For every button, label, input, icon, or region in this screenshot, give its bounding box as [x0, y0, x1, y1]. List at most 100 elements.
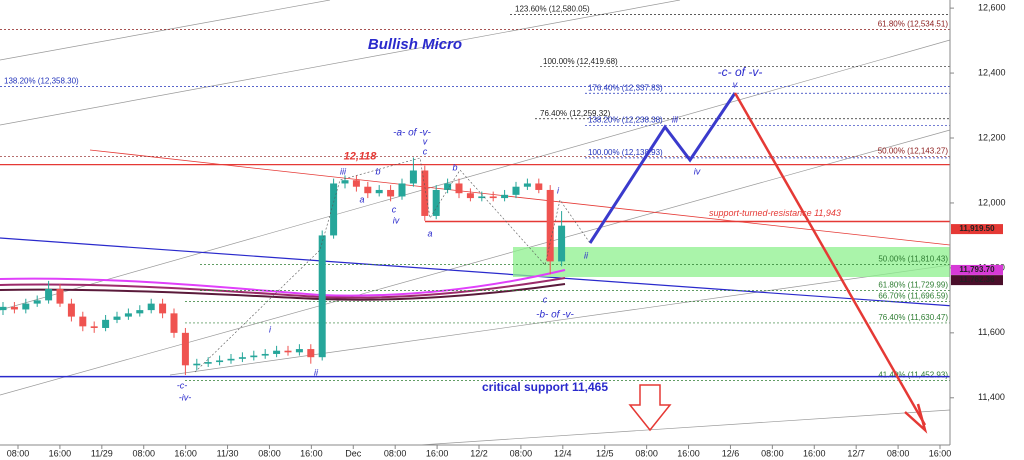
- candle-body: [364, 186, 372, 194]
- candle-body: [478, 196, 486, 199]
- price-tag-label: 11,762.36: [959, 275, 995, 284]
- fib-label: 50.00% (12,143.27): [878, 147, 949, 156]
- x-tick-label: 08:00: [887, 448, 910, 458]
- x-tick-label: 16:00: [300, 448, 323, 458]
- x-tick-label: Dec: [345, 448, 362, 458]
- candle-body: [546, 189, 554, 262]
- x-tick-label: 16:00: [677, 448, 700, 458]
- x-tick-label: 08:00: [7, 448, 30, 458]
- candle-body: [0, 306, 7, 311]
- arrow-head: [904, 403, 928, 434]
- candle-body: [204, 362, 212, 364]
- wave-label: -a- of -v-: [393, 128, 431, 139]
- fib-label: 138.20% (12,358.30): [4, 77, 79, 86]
- candle-body: [56, 289, 64, 304]
- fib-label: 176.40% (12,337.83): [588, 83, 663, 92]
- y-tick-label: 11,400: [978, 392, 1005, 402]
- x-tick-label: 12/6: [722, 448, 740, 458]
- wave-label: v: [423, 136, 428, 146]
- candle-body: [330, 183, 338, 236]
- candle-body: [284, 350, 292, 353]
- fib-label: 123.60% (12,580.05): [515, 5, 590, 14]
- x-tick-label: 12/2: [470, 448, 488, 458]
- resistance-label: support-turned-resistance 11,943: [709, 208, 841, 218]
- candle-body: [147, 303, 155, 311]
- x-tick-label: 08:00: [510, 448, 533, 458]
- wave-label: c: [543, 294, 548, 304]
- candle-body: [170, 313, 178, 333]
- fib-label: 76.40% (12,259.32): [540, 109, 611, 118]
- x-tick-label: 16:00: [426, 448, 449, 458]
- x-tick-label: 11/30: [217, 448, 239, 458]
- price-tag: [951, 264, 1003, 275]
- candle-body: [250, 355, 258, 358]
- candle-body: [512, 186, 520, 195]
- support-zone: [513, 247, 950, 277]
- wave-label: c: [423, 146, 428, 156]
- y-tick-label: 12,000: [978, 197, 1006, 207]
- y-tick-label: 12,200: [978, 132, 1006, 142]
- wave-label: iv: [694, 166, 701, 176]
- fib-label: 61.80% (12,534.51): [878, 19, 949, 28]
- wave-label: ii: [314, 367, 319, 377]
- candle-body: [558, 225, 566, 262]
- x-tick-label: 16:00: [174, 448, 197, 458]
- y-tick-label: 12,400: [978, 67, 1006, 77]
- candles: [0, 157, 566, 376]
- x-tick-label: 11/29: [91, 448, 113, 458]
- candle-body: [398, 183, 406, 197]
- candle-body: [193, 363, 201, 366]
- wave-label: i: [269, 324, 272, 334]
- wave-label: a: [359, 194, 364, 204]
- wave-label: iii: [672, 114, 679, 124]
- price-tag: [951, 224, 1003, 235]
- wave-label: i: [557, 185, 560, 195]
- x-tick-label: 08:00: [635, 448, 658, 458]
- wave-label: iv: [393, 215, 400, 225]
- price-tag-label: 11,793.70: [959, 265, 995, 274]
- fib-label: 76.40% (11,630.47): [878, 313, 948, 322]
- x-tick-label: 08:00: [761, 448, 784, 458]
- candle-body: [409, 170, 417, 184]
- candle-body: [421, 170, 429, 216]
- candle-body: [124, 313, 132, 317]
- candle-body: [273, 350, 281, 354]
- x-tick-label: 12/7: [847, 448, 865, 458]
- candle-body: [501, 194, 509, 199]
- fib-label: 41.40% (11,452.93): [878, 371, 948, 380]
- down-arrow: [628, 384, 672, 432]
- candle-body: [341, 180, 349, 184]
- high-label: 12,118: [344, 151, 378, 163]
- wave-label: c: [392, 204, 397, 214]
- wave-label: b: [452, 162, 457, 172]
- fib-label: 66.70% (11,696.59): [878, 292, 948, 301]
- candle-body: [33, 300, 41, 304]
- candle-body: [90, 326, 98, 328]
- candle-body: [523, 183, 531, 187]
- candle-body: [455, 183, 463, 194]
- candle-body: [113, 316, 121, 320]
- x-tick-label: 12/5: [596, 448, 614, 458]
- red-trend: [89, 149, 951, 246]
- candle-body: [159, 303, 167, 314]
- candle-body: [489, 196, 497, 199]
- candle-body: [295, 349, 303, 353]
- x-tick-label: 16:00: [929, 448, 952, 458]
- fib-label: 50.00% (11,810.43): [878, 255, 948, 264]
- candle-body: [227, 358, 235, 361]
- candle-body: [102, 319, 110, 328]
- candle-body: [136, 310, 144, 314]
- x-tick-label: 08:00: [132, 448, 155, 458]
- wave-label: ii: [584, 250, 589, 260]
- candle-body: [79, 316, 87, 327]
- candle-body: [181, 332, 189, 366]
- projection-up: [588, 92, 737, 244]
- wave-label: -b- of -v-: [536, 310, 574, 321]
- projection-down: [733, 92, 927, 426]
- fib-label: 138.20% (12,238.38): [588, 116, 663, 125]
- x-tick-label: 16:00: [803, 448, 826, 458]
- blue-trend: [0, 237, 1011, 311]
